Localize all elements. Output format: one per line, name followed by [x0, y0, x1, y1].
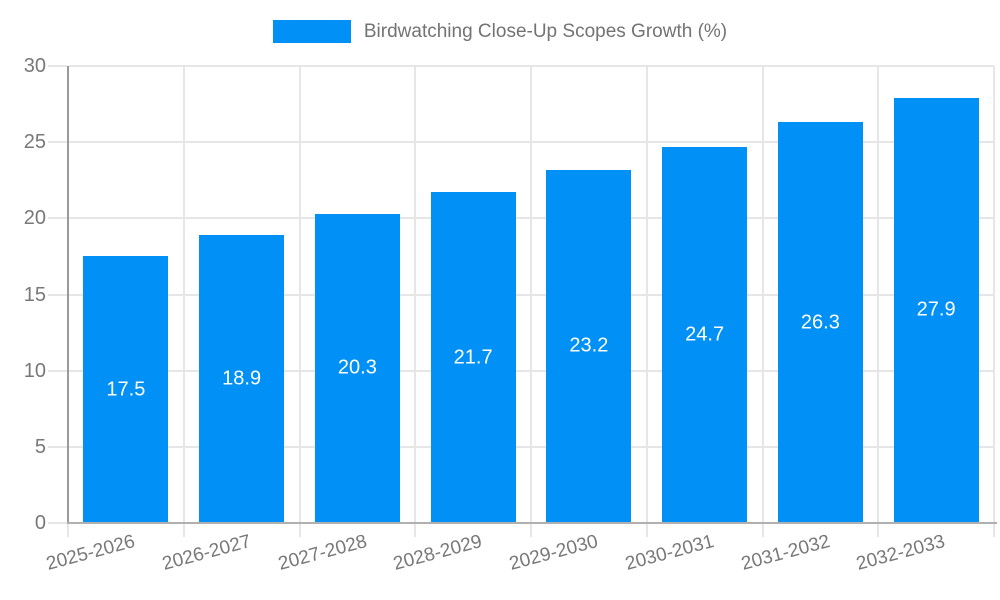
x-tick-label: 2027-2028 [275, 531, 369, 575]
bar-2031-2032[interactable]: 26.3 [777, 122, 863, 523]
v-gridline [761, 66, 764, 523]
x-axis-tick [761, 523, 764, 537]
legend[interactable]: Birdwatching Close-Up Scopes Growth (%) [0, 18, 1000, 45]
y-tick-label: 5 [34, 435, 46, 458]
x-axis-tick [298, 523, 301, 537]
x-tick-label: 2031-2032 [738, 531, 832, 575]
y-axis-tick [48, 65, 67, 67]
y-tick-label: 30 [23, 55, 46, 77]
x-tick-label: 2029-2030 [507, 531, 601, 575]
bar-value-label: 26.3 [800, 311, 840, 334]
bar-value-label: 17.5 [106, 378, 146, 401]
bar-value-label: 21.7 [453, 346, 493, 369]
v-gridline [414, 66, 417, 523]
x-tick-label: 2025-2026 [44, 531, 138, 575]
bar-2027-2028[interactable]: 20.3 [314, 213, 400, 523]
bar-value-label: 18.9 [222, 367, 262, 390]
x-axis-tick [993, 523, 995, 537]
y-tick-label: 10 [23, 359, 46, 382]
legend-swatch-icon [272, 20, 351, 43]
bar-2026-2027[interactable]: 18.9 [199, 235, 285, 523]
y-axis-tick [48, 293, 67, 296]
x-tick-label: 2030-2031 [622, 531, 717, 575]
y-tick-label: 15 [23, 283, 46, 306]
v-gridline [645, 66, 648, 523]
v-gridline [877, 66, 880, 523]
bar-2029-2030[interactable]: 23.2 [546, 169, 632, 523]
y-axis-tick [48, 217, 67, 220]
y-axis-tick [48, 445, 67, 448]
v-gridline [530, 66, 532, 523]
bar-2028-2029[interactable]: 21.7 [430, 192, 516, 523]
v-gridline [182, 66, 185, 523]
x-tick-label: 2032-2033 [854, 531, 948, 575]
v-gridline [298, 66, 301, 523]
x-tick-label: 2026-2027 [159, 531, 254, 575]
legend-label: Birdwatching Close-Up Scopes Growth (%) [363, 21, 728, 42]
bar-value-label: 24.7 [685, 323, 725, 346]
x-axis-tick [645, 523, 648, 537]
y-tick-label: 25 [23, 131, 46, 154]
y-axis-line [67, 66, 69, 524]
y-axis-tick [48, 141, 67, 144]
bar-value-label: 27.9 [916, 298, 956, 321]
bar-2030-2031[interactable]: 24.7 [662, 146, 748, 523]
x-axis-tick [67, 523, 69, 537]
x-axis-line [67, 522, 997, 524]
x-axis-tick [182, 523, 185, 537]
y-axis-tick [48, 522, 67, 524]
y-tick-label: 0 [34, 512, 46, 534]
bar-2025-2026[interactable]: 17.5 [83, 256, 169, 523]
bar-2032-2033[interactable]: 27.9 [893, 97, 979, 523]
x-axis-tick [530, 523, 532, 537]
bar-value-label: 20.3 [337, 356, 377, 379]
x-axis-tick [877, 523, 880, 537]
v-gridline [993, 66, 995, 523]
bar-value-label: 23.2 [569, 334, 609, 357]
y-tick-label: 20 [23, 207, 46, 230]
x-tick-label: 2028-2029 [391, 531, 485, 575]
x-axis-tick [414, 523, 417, 537]
y-axis-tick [48, 369, 67, 372]
